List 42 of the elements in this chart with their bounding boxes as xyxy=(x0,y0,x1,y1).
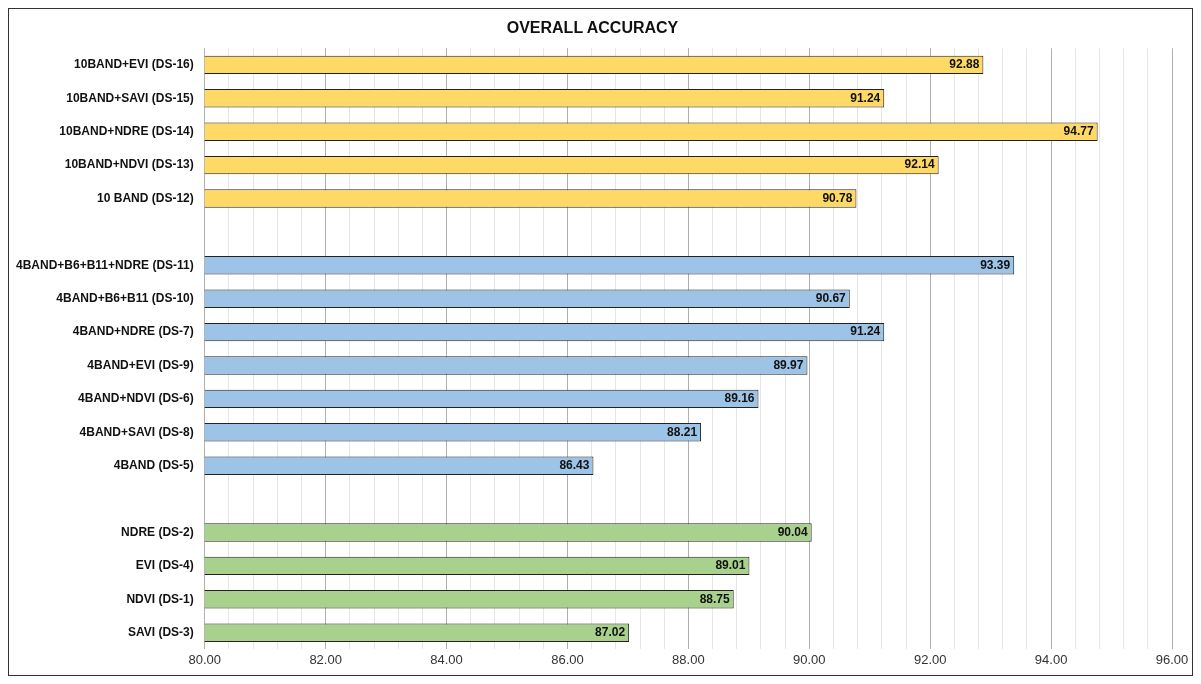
data-label: 86.43 xyxy=(559,458,590,473)
y-tick-label: 4BAND+B6+B11 (DS-10) xyxy=(56,291,194,306)
y-tick-label: EVI (DS-4) xyxy=(135,558,194,573)
y-tick-label: NDRE (DS-2) xyxy=(121,524,194,539)
y-tick-label: 10 BAND (DS-12) xyxy=(97,190,194,205)
data-label: 91.24 xyxy=(850,324,881,339)
data-label: 89.01 xyxy=(715,558,746,573)
chart-title: OVERALL ACCURACY xyxy=(506,19,679,37)
data-label: 89.97 xyxy=(773,357,804,372)
x-tick-label: 86.00 xyxy=(551,651,584,667)
x-tick-label: 88.00 xyxy=(672,651,705,667)
data-label: 94.77 xyxy=(1063,124,1094,139)
data-label: 92.14 xyxy=(904,157,935,172)
x-tick-label: 92.00 xyxy=(913,651,947,667)
data-label: 90.78 xyxy=(822,190,853,205)
y-tick-label: 10BAND+EVI (DS-16) xyxy=(74,57,194,72)
x-tick-label: 84.00 xyxy=(430,651,463,667)
y-tick-label: 10BAND+NDRE (DS-14) xyxy=(59,124,194,139)
y-tick-label: 4BAND+EVI (DS-9) xyxy=(87,357,194,372)
data-label: 88.75 xyxy=(699,591,731,606)
y-tick-label: SAVI (DS-3) xyxy=(127,625,194,640)
data-label: 91.24 xyxy=(850,90,881,105)
y-tick-label: NDVI (DS-1) xyxy=(126,591,194,606)
y-tick-label: 10BAND+NDVI (DS-13) xyxy=(64,157,194,172)
x-tick-label: 82.00 xyxy=(309,651,342,667)
data-label: 90.04 xyxy=(777,524,809,539)
y-tick-label: 4BAND+NDRE (DS-7) xyxy=(72,324,194,339)
data-label: 88.21 xyxy=(667,424,698,439)
y-tick-label: 4BAND+SAVI (DS-8) xyxy=(79,424,194,439)
data-label: 89.16 xyxy=(724,391,755,406)
data-label: 92.88 xyxy=(949,57,980,72)
x-tick-label: 80.00 xyxy=(188,651,222,667)
y-tick-label: 10BAND+SAVI (DS-15) xyxy=(66,90,194,105)
data-label: 93.39 xyxy=(980,257,1011,272)
x-tick-label: 90.00 xyxy=(793,651,826,667)
data-label: 87.02 xyxy=(595,625,626,640)
y-tick-label: 4BAND+B6+B11+NDRE (DS-11) xyxy=(16,257,194,272)
data-label: 90.67 xyxy=(815,291,847,306)
y-tick-label: 4BAND (DS-5) xyxy=(113,458,194,473)
x-tick-label: 96.00 xyxy=(1155,651,1189,667)
y-tick-label: 4BAND+NDVI (DS-6) xyxy=(78,391,194,406)
x-tick-label: 94.00 xyxy=(1034,651,1068,667)
